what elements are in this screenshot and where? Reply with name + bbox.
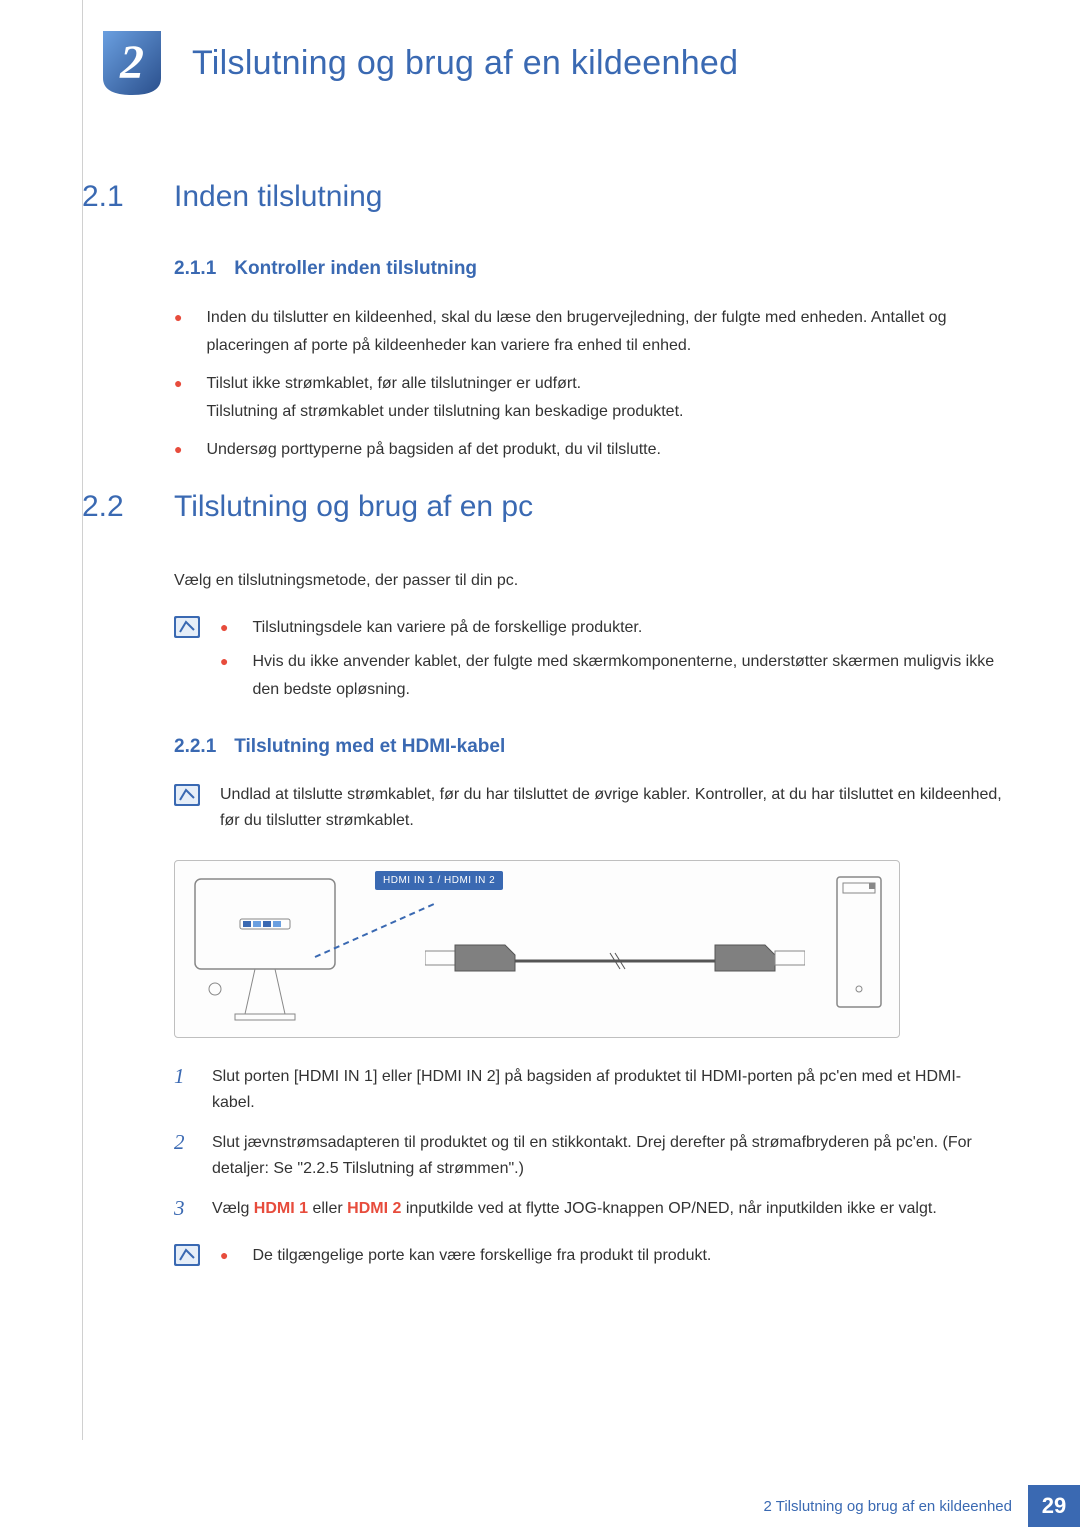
step-number: 2 [174, 1130, 192, 1182]
bullet-text: De tilgængelige porte kan være forskelli… [252, 1242, 711, 1270]
pc-tower-icon [829, 869, 889, 1019]
chapter-number-glyph: 2 [119, 36, 144, 89]
bullet-list: ● Inden du tilslutter en kildeenhed, ska… [174, 304, 1002, 464]
bullet-text: Hvis du ikke anvender kablet, der fulgte… [252, 648, 1002, 704]
section-2-1: 2.1 Inden tilslutning 2.1.1 Kontroller i… [82, 180, 1002, 474]
note-block: ● De tilgængelige porte kan være forskel… [174, 1242, 1002, 1276]
highlight-text: HDMI 1 [254, 1200, 308, 1217]
note-block: Undlad at tilslutte strømkablet, før du … [174, 782, 1002, 834]
subsection-heading: 2.2.1 Tilslutning med et HDMI-kabel [174, 736, 1002, 758]
intro-paragraph: Vælg en tilslutningsmetode, der passer t… [174, 568, 1002, 594]
list-item: 2 Slut jævnstrømsadapteren til produktet… [174, 1130, 1002, 1182]
note-block: ● Tilslutningsdele kan variere på de for… [174, 614, 1002, 710]
list-item: ● Inden du tilslutter en kildeenhed, ska… [174, 304, 1002, 360]
section-title: Tilslutning og brug af en pc [174, 490, 533, 524]
step-text: Slut jævnstrømsadapteren til produktet o… [212, 1130, 1002, 1182]
step-text: Slut porten [HDMI IN 1] eller [HDMI IN 2… [212, 1064, 1002, 1116]
subsection-title: Tilslutning med et HDMI-kabel [234, 736, 505, 758]
bullet-icon: ● [220, 648, 228, 704]
chapter-title: Tilslutning og brug af en kildeenhed [192, 44, 738, 83]
step-number: 3 [174, 1196, 192, 1222]
section-heading: 2.2 Tilslutning og brug af en pc [82, 490, 1002, 524]
hdmi-cable-icon [425, 921, 805, 1001]
list-item: ● Hvis du ikke anvender kablet, der fulg… [220, 648, 1002, 704]
text-fragment: eller [308, 1200, 347, 1217]
list-item: ● Tilslut ikke strømkablet, før alle til… [174, 370, 1002, 426]
monitor-icon [185, 869, 345, 1029]
bullet-text: Tilslutningsdele kan variere på de forsk… [252, 614, 642, 642]
text-fragment: inputkilde ved at flytte JOG-knappen OP/… [401, 1200, 936, 1217]
bullet-text: Tilslut ikke strømkablet, før alle tilsl… [206, 370, 683, 426]
list-item: 1 Slut porten [HDMI IN 1] eller [HDMI IN… [174, 1064, 1002, 1116]
subsection-number: 2.2.1 [174, 736, 216, 758]
bullet-icon: ● [174, 436, 182, 464]
bullet-icon: ● [174, 304, 182, 360]
chapter-badge: 2 [100, 28, 164, 98]
highlight-text: HDMI 2 [347, 1200, 401, 1217]
list-item: ● Tilslutningsdele kan variere på de for… [220, 614, 1002, 642]
note-icon [174, 1244, 200, 1266]
section-heading: 2.1 Inden tilslutning [82, 180, 1002, 214]
bullet-text: Inden du tilslutter en kildeenhed, skal … [206, 304, 1002, 360]
list-item: 3 Vælg HDMI 1 eller HDMI 2 inputkilde ve… [174, 1196, 1002, 1222]
subsection-number: 2.1.1 [174, 258, 216, 280]
bullet-icon: ● [220, 1242, 228, 1270]
note-text: Undlad at tilslutte strømkablet, før du … [220, 782, 1002, 834]
note-list: ● De tilgængelige porte kan være forskel… [220, 1242, 711, 1276]
step-text: Vælg HDMI 1 eller HDMI 2 inputkilde ved … [212, 1196, 937, 1222]
text-fragment: Vælg [212, 1200, 254, 1217]
subsection-heading: 2.1.1 Kontroller inden tilslutning [174, 258, 1002, 280]
port-label: HDMI IN 1 / HDMI IN 2 [375, 871, 503, 890]
footer-chapter-label: 2 Tilslutning og brug af en kildeenhed [763, 1485, 1028, 1527]
bullet-icon: ● [220, 614, 228, 642]
note-list: ● Tilslutningsdele kan variere på de for… [220, 614, 1002, 710]
section-number: 2.1 [82, 180, 138, 214]
page-footer: 2 Tilslutning og brug af en kildeenhed 2… [0, 1485, 1080, 1527]
section-title: Inden tilslutning [174, 180, 382, 214]
footer-page-number: 29 [1028, 1485, 1080, 1527]
step-number: 1 [174, 1064, 192, 1116]
section-number: 2.2 [82, 490, 138, 524]
hdmi-connection-diagram: HDMI IN 1 / HDMI IN 2 [174, 860, 900, 1038]
bullet-text: Undersøg porttyperne på bagsiden af det … [206, 436, 660, 464]
list-item: ● Undersøg porttyperne på bagsiden af de… [174, 436, 1002, 464]
chapter-header: 2 Tilslutning og brug af en kildeenhed [100, 28, 1000, 98]
section-2-2: 2.2 Tilslutning og brug af en pc Vælg en… [82, 490, 1002, 1302]
note-icon [174, 784, 200, 806]
bullet-icon: ● [174, 370, 182, 426]
ordered-steps: 1 Slut porten [HDMI IN 1] eller [HDMI IN… [174, 1064, 1002, 1222]
list-item: ● De tilgængelige porte kan være forskel… [220, 1242, 711, 1270]
subsection-title: Kontroller inden tilslutning [234, 258, 477, 280]
note-icon [174, 616, 200, 638]
